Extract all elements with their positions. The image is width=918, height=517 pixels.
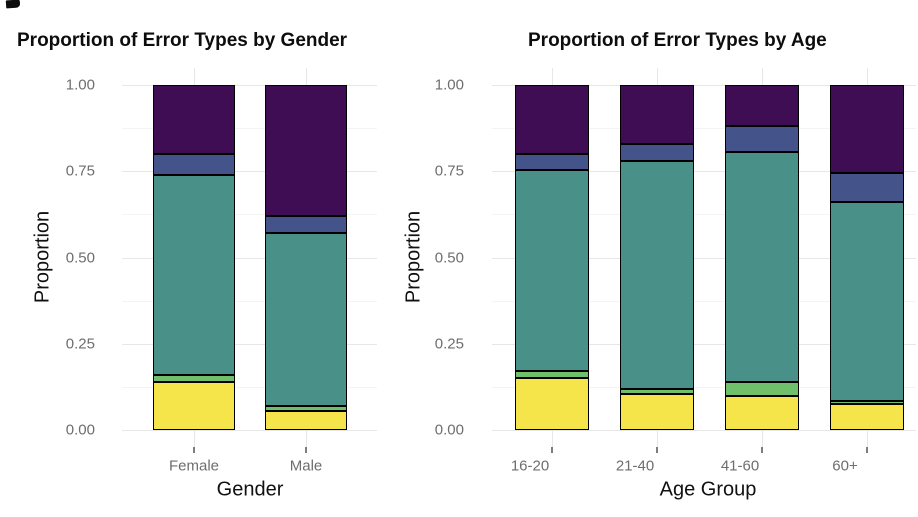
minor-gridline <box>492 301 916 302</box>
minor-gridline <box>492 128 916 129</box>
bar-segment-error-type-green <box>620 389 694 394</box>
minor-gridline <box>122 214 377 215</box>
x-tick-label: 21-40 <box>615 457 655 475</box>
minor-gridline <box>122 128 377 129</box>
bar-segment-error-type-teal <box>725 152 799 382</box>
bar-segment-error-type-yellow <box>265 411 347 430</box>
vertical-gridline <box>194 68 195 85</box>
bar-segment-error-type-blue <box>725 126 799 152</box>
bar-segment-error-type-purple <box>265 85 347 216</box>
bar-segment-error-type-yellow <box>830 404 904 430</box>
chart-title: Proportion of Error Types by Age <box>528 30 827 51</box>
corner-artifact-mark <box>5 0 21 9</box>
bar-segment-error-type-blue <box>620 144 694 161</box>
minor-gridline <box>492 387 916 388</box>
x-axis-tick <box>866 447 868 453</box>
bar-segment-error-type-yellow <box>725 396 799 430</box>
y-tick-label: 0.50 <box>65 249 95 267</box>
bar-segment-error-type-teal <box>620 161 694 389</box>
bar-segment-error-type-teal <box>153 175 235 375</box>
minor-gridline <box>492 214 916 215</box>
vertical-gridline <box>306 68 307 85</box>
x-axis-tick <box>656 447 658 453</box>
x-tick-label: 16-20 <box>510 457 550 475</box>
x-axis-tick <box>305 447 307 453</box>
vertical-gridline <box>762 430 763 447</box>
bar-segment-error-type-purple <box>515 85 589 154</box>
bar-segment-error-type-blue <box>515 154 589 170</box>
major-gridline <box>492 430 916 431</box>
y-tick-label: 0.50 <box>434 249 464 267</box>
plot-panel <box>122 68 377 447</box>
x-axis-tick <box>551 447 553 453</box>
y-tick-label: 0.75 <box>434 162 464 180</box>
bar-segment-error-type-green <box>830 401 904 404</box>
vertical-gridline <box>552 68 553 85</box>
bar-segment-error-type-green <box>515 371 589 378</box>
x-tick-label: 60+ <box>832 457 858 475</box>
major-gridline <box>122 344 377 345</box>
x-tick-label: Female <box>168 457 220 475</box>
bar-segment-error-type-yellow <box>153 382 235 430</box>
x-axis-title: Age Group <box>659 478 757 501</box>
vertical-gridline <box>306 430 307 447</box>
major-gridline <box>492 171 916 172</box>
bar-segment-error-type-blue <box>153 154 235 175</box>
bar-segment-error-type-teal <box>515 170 589 371</box>
y-tick-label: 0.00 <box>434 421 464 439</box>
plot-panel <box>492 68 916 447</box>
y-tick-label: 1.00 <box>434 76 464 94</box>
vertical-gridline <box>867 68 868 85</box>
bar-segment-error-type-blue <box>830 173 904 202</box>
bar-segment-error-type-purple <box>725 85 799 126</box>
bar-segment-error-type-purple <box>620 85 694 144</box>
bar-segment-error-type-green <box>725 382 799 396</box>
bar-segment-error-type-purple <box>830 85 904 173</box>
x-tick-label: Male <box>289 457 323 475</box>
bar-segment-error-type-yellow <box>515 378 589 430</box>
bar-segment-error-type-purple <box>153 85 235 154</box>
major-gridline <box>122 258 377 259</box>
vertical-gridline <box>657 430 658 447</box>
y-tick-label: 1.00 <box>65 76 95 94</box>
vertical-gridline <box>194 430 195 447</box>
y-tick-label: 0.00 <box>65 421 95 439</box>
y-tick-label: 0.75 <box>65 162 95 180</box>
y-tick-label: 0.25 <box>65 335 95 353</box>
minor-gridline <box>122 387 377 388</box>
y-tick-label: 0.25 <box>434 335 464 353</box>
bar-segment-error-type-green <box>153 375 235 382</box>
x-axis-title: Gender <box>216 478 284 501</box>
vertical-gridline <box>762 68 763 85</box>
major-gridline <box>122 85 377 86</box>
bar-segment-error-type-teal <box>830 202 904 401</box>
x-axis-tick <box>761 447 763 453</box>
vertical-gridline <box>657 68 658 85</box>
x-tick-label: 41-60 <box>720 457 760 475</box>
major-gridline <box>492 85 916 86</box>
chart-title: Proportion of Error Types by Gender <box>17 30 348 51</box>
major-gridline <box>122 430 377 431</box>
vertical-gridline <box>552 430 553 447</box>
minor-gridline <box>122 301 377 302</box>
bar-segment-error-type-teal <box>265 233 347 406</box>
vertical-gridline <box>867 430 868 447</box>
x-axis-tick <box>193 447 195 453</box>
major-gridline <box>492 258 916 259</box>
major-gridline <box>492 344 916 345</box>
major-gridline <box>122 171 377 172</box>
bar-segment-error-type-yellow <box>620 394 694 430</box>
bar-segment-error-type-green <box>265 406 347 411</box>
bar-segment-error-type-blue <box>265 216 347 233</box>
